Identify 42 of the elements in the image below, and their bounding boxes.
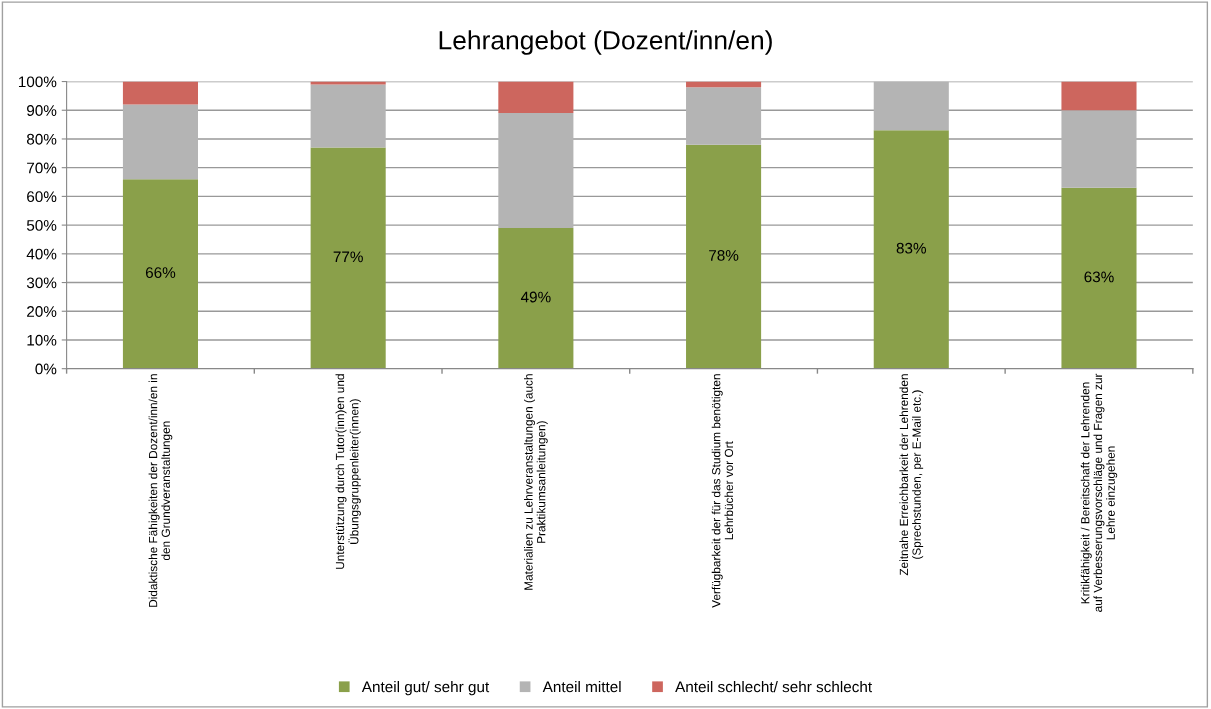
legend-label: Anteil mittel	[542, 681, 621, 693]
y-tick-label: 10%	[27, 334, 57, 346]
y-tick-label: 60%	[27, 191, 57, 203]
y-tick-label: 100%	[18, 76, 57, 88]
bar	[498, 81, 574, 114]
bar	[686, 144, 762, 369]
x-tick-label: Verfügbarkeit der für das Studium benötigten Lehrbücher vor Ort	[711, 374, 734, 608]
y-tick-label: 90%	[27, 105, 57, 116]
bar	[122, 179, 198, 369]
x-tick-label: Zeitnahe Erreichbarkeit der Lehrenden (Sprechstunden, per E-Mail etc.)	[899, 374, 924, 576]
bar	[498, 227, 574, 369]
bar	[1061, 110, 1137, 188]
bar	[873, 130, 949, 369]
data-label: 77%	[333, 251, 363, 263]
y-tick-label: 50%	[26, 219, 57, 231]
y-tick-label: 80%	[26, 133, 57, 145]
y-tick-label: 30%	[26, 277, 57, 289]
data-label: 78%	[709, 249, 739, 261]
bar	[310, 84, 386, 148]
bar	[686, 87, 762, 145]
bar	[310, 147, 386, 369]
x-tick-label: Unterstützung durch Tutor(inn)en und Übungsgruppenleiter(innen)	[335, 374, 361, 569]
bar	[1061, 187, 1137, 369]
x-tick-label: Materialien zu Lehrveranstaltungen (auch Praktikumsanleitungen)	[524, 374, 548, 590]
bar	[122, 81, 198, 105]
data-label: 83%	[896, 242, 927, 254]
bar	[1061, 81, 1137, 111]
chart-title: Lehrangebot (Dozent/inn/en)	[439, 30, 772, 55]
x-tick-label: Kritikfähigkeit / Bereitschaft der Lehrenden auf Verbesserungsvorschläge und Fragen zur Lehre einzugehen	[1080, 373, 1118, 612]
bar	[873, 81, 949, 131]
y-tick-label: 40%	[26, 248, 57, 260]
legend-label: Anteil gut/ sehr gut	[361, 681, 490, 696]
data-label: 66%	[145, 267, 176, 279]
data-label: 63%	[1084, 271, 1114, 283]
bar	[122, 104, 198, 180]
legend-label: Anteil schlecht/ sehr schlecht	[675, 681, 872, 693]
x-tick-label: Didaktische Fähigkeiten der Dozent/inn/en in den Grundveranstaltungen	[148, 374, 173, 607]
bar	[498, 113, 574, 228]
y-tick-label: 70%	[27, 162, 57, 174]
data-label: 49%	[520, 291, 551, 303]
y-tick-label: 0%	[35, 363, 57, 375]
y-tick-label: 20%	[27, 306, 57, 317]
